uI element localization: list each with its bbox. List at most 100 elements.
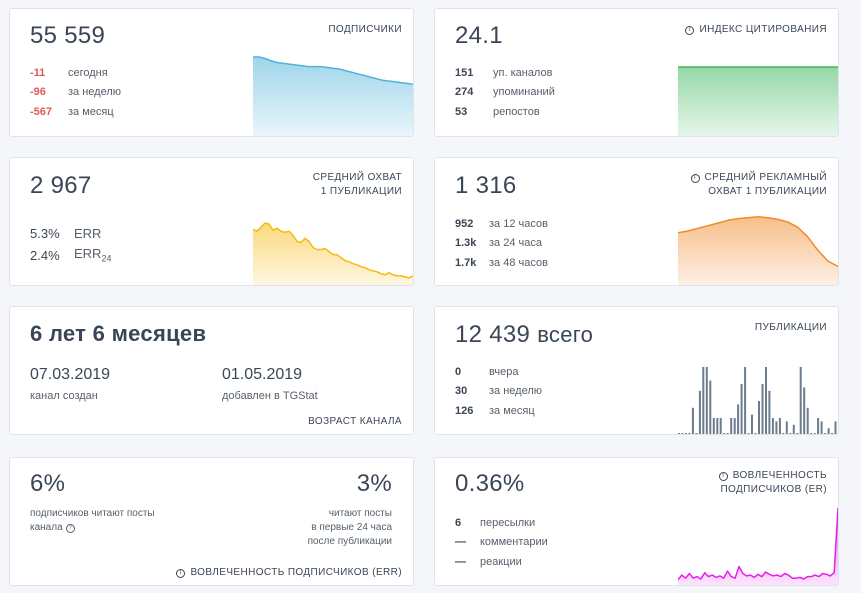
posts-bar bbox=[744, 367, 747, 434]
posts-bar bbox=[820, 421, 823, 434]
ad_reach-area bbox=[678, 216, 838, 285]
posts-row-yesterday: 0 вчера bbox=[455, 362, 542, 382]
posts-bar bbox=[806, 407, 809, 434]
value: 1.7k bbox=[455, 256, 477, 269]
citation-card[interactable]: 24.1 i ИНДЕКС ЦИТИРОВАНИЯ 151 уп. каналов … bbox=[434, 8, 839, 137]
posts-total-value: 12 439 bbox=[455, 321, 531, 348]
err-left-text-line1: подписчиков читают посты bbox=[30, 508, 155, 519]
posts-card[interactable]: 12 439 всего ПУБЛИКАЦИИ 0 вчера 30 за неде… bbox=[434, 306, 839, 435]
er-sparkline[interactable] bbox=[678, 506, 838, 586]
err-left-value: 6% bbox=[30, 470, 66, 497]
channel-age-card[interactable]: 6 лет 6 месяцев 07.03.2019 канал создан … bbox=[9, 306, 414, 435]
reach-line bbox=[253, 222, 413, 279]
posts-bar bbox=[775, 421, 778, 434]
posts-bar bbox=[740, 384, 743, 434]
err-card[interactable]: 6% подписчиков читают посты канала? 3% чи… bbox=[9, 457, 414, 586]
ad-reach-row-48h: 1.7k за 48 часов bbox=[455, 253, 548, 273]
err-row: 5.3% ERR bbox=[30, 222, 111, 244]
posts-bar bbox=[771, 418, 774, 434]
citation-sparkline[interactable] bbox=[678, 65, 838, 137]
reach-title: СРЕДНИЙ ОХВАТ 1 ПУБЛИКАЦИИ bbox=[313, 171, 402, 199]
value: 6 bbox=[455, 516, 462, 529]
err-right-text-line3: после публикации bbox=[307, 536, 392, 547]
subscribers-card[interactable]: 55 559 ПОДПИСЧИКИ -11 сегодня -96 за недел… bbox=[9, 8, 414, 137]
reach-value: 2 967 bbox=[30, 172, 92, 199]
info-icon[interactable]: i bbox=[685, 25, 695, 35]
info-icon[interactable]: i bbox=[690, 173, 700, 183]
citation-row-mentions: 274 упоминаний bbox=[455, 83, 555, 103]
er-title: i ВОВЛЕЧЕННОСТЬ ПОДПИСЧИКОВ (ER) bbox=[718, 469, 827, 497]
value: 151 bbox=[455, 66, 474, 79]
posts-total-suffix: всего bbox=[537, 322, 594, 347]
err-left-text: подписчиков читают посты канала? bbox=[30, 507, 155, 535]
posts-bar bbox=[723, 433, 726, 434]
posts-bar bbox=[751, 414, 753, 434]
posts-title: ПУБЛИКАЦИИ bbox=[754, 322, 827, 333]
citation-rows: 151 уп. каналов 274 упоминаний 53 репостов bbox=[455, 63, 555, 122]
citation-title-text: ИНДЕКС ЦИТИРОВАНИЯ bbox=[699, 24, 827, 35]
citation-row-channels: 151 уп. каналов bbox=[455, 63, 555, 83]
reach-sparkline[interactable] bbox=[253, 213, 413, 286]
ad-reach-value: 1 316 bbox=[455, 172, 517, 199]
label: за 48 часов bbox=[489, 256, 548, 269]
value: -567 bbox=[30, 105, 53, 118]
posts-row-month: 126 за месяц bbox=[455, 401, 542, 421]
reach-card[interactable]: 2 967 СРЕДНИЙ ОХВАТ 1 ПУБЛИКАЦИИ 5.3% ERR … bbox=[9, 157, 414, 286]
posts-bar bbox=[761, 384, 764, 434]
posts-bar bbox=[810, 433, 813, 434]
question-icon[interactable]: ? bbox=[65, 523, 75, 533]
ad-reach-rows: 952 за 12 часов 1.3k за 24 часа 1.7k за 48 … bbox=[455, 214, 548, 273]
posts-rows: 0 вчера 30 за неделю 126 за месяц bbox=[455, 362, 542, 421]
posts-bar bbox=[747, 433, 750, 434]
posts-bar-chart[interactable] bbox=[678, 365, 838, 435]
posts-bar bbox=[691, 407, 694, 434]
info-icon[interactable]: i bbox=[176, 568, 186, 578]
posts-bar bbox=[782, 433, 785, 434]
posts-bar bbox=[688, 433, 691, 434]
err-label: ERR bbox=[74, 225, 102, 241]
ad-reach-card[interactable]: 1 316 i СРЕДНИЙ РЕКЛАМНЫЙ ОХВАТ 1 ПУБЛИКАЦ… bbox=[434, 157, 839, 286]
ad-reach-title-line1: СРЕДНИЙ РЕКЛАМНЫЙ bbox=[704, 172, 827, 183]
posts-bar bbox=[758, 401, 760, 434]
err-left-text-line2: канала bbox=[30, 522, 63, 533]
posts-bar bbox=[733, 418, 736, 434]
posts-bar bbox=[796, 433, 799, 434]
value: 30 bbox=[455, 385, 468, 398]
er-card[interactable]: 0.36% i ВОВЛЕЧЕННОСТЬ ПОДПИСЧИКОВ (ER) 6 пе… bbox=[434, 457, 839, 586]
value: 274 bbox=[455, 86, 474, 99]
posts-bar bbox=[813, 433, 816, 434]
citation-area bbox=[678, 67, 838, 136]
ad-reach-sparkline[interactable] bbox=[678, 213, 838, 286]
posts-bar bbox=[768, 390, 771, 434]
posts-bar bbox=[716, 418, 719, 434]
err24-row: 2.4% ERR24 bbox=[30, 244, 111, 266]
er-row-forwards: 6 пересылки bbox=[455, 513, 548, 533]
info-icon[interactable]: i bbox=[718, 471, 728, 481]
er-row-comments: — комментарии bbox=[455, 533, 548, 553]
posts-bar bbox=[827, 428, 830, 434]
subscribers-sparkline[interactable] bbox=[253, 55, 413, 137]
err-right-text-line1: читают посты bbox=[328, 508, 392, 519]
value: 952 bbox=[455, 217, 474, 230]
posts-bar bbox=[792, 424, 795, 434]
posts-bar bbox=[730, 418, 733, 434]
value: 0 bbox=[455, 365, 462, 378]
posts-bar bbox=[702, 367, 705, 434]
posts-bar bbox=[817, 418, 820, 434]
label: уп. каналов bbox=[493, 66, 553, 79]
label: вчера bbox=[489, 365, 519, 378]
err-title: i ВОВЛЕЧЕННОСТЬ ПОДПИСЧИКОВ (ERR) bbox=[176, 566, 402, 580]
posts-bar bbox=[681, 433, 684, 434]
er-title-line2: ПОДПИСЧИКОВ (ER) bbox=[720, 484, 827, 495]
subscribers-rows: -11 сегодня -96 за неделю -567 за месяц bbox=[30, 63, 121, 122]
reach-title-line1: СРЕДНИЙ ОХВАТ bbox=[312, 172, 402, 183]
posts-bar bbox=[698, 390, 701, 434]
ad-reach-title-line2: ОХВАТ 1 ПУБЛИКАЦИИ bbox=[708, 186, 827, 197]
label: сегодня bbox=[68, 66, 108, 79]
citation-title: i ИНДЕКС ЦИТИРОВАНИЯ bbox=[685, 23, 827, 37]
err24-label: ERR24 bbox=[74, 246, 111, 264]
posts-bar bbox=[726, 433, 729, 434]
er-value: 0.36% bbox=[455, 470, 525, 497]
posts-bar bbox=[705, 367, 708, 434]
posts-bar bbox=[678, 433, 680, 434]
